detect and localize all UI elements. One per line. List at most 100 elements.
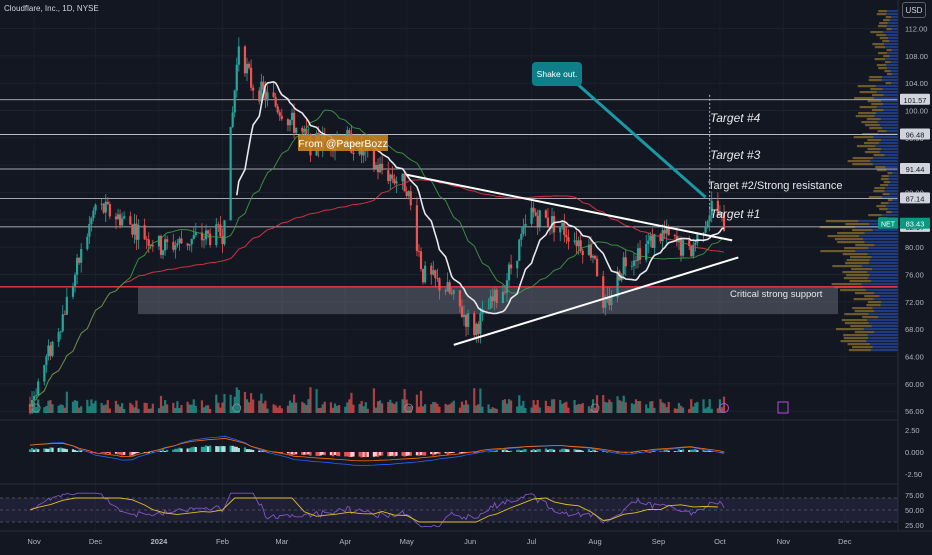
macd-histogram-bar bbox=[458, 452, 462, 454]
volume-profile-bar bbox=[888, 175, 898, 178]
volume-profile-bar bbox=[879, 142, 898, 145]
macd-histogram-bar bbox=[315, 452, 318, 456]
candle-body bbox=[348, 130, 351, 134]
macd-histogram-bar bbox=[133, 452, 136, 455]
candle-body bbox=[186, 243, 189, 246]
candle-body bbox=[286, 119, 290, 126]
volume-profile-bar bbox=[871, 256, 898, 259]
volume-bar bbox=[706, 407, 709, 413]
macd-histogram-bar bbox=[376, 452, 380, 457]
macd-histogram-bar bbox=[151, 451, 154, 453]
volume-profile-bar bbox=[870, 160, 898, 163]
candle-body bbox=[188, 244, 191, 246]
macd-histogram-bar bbox=[407, 452, 410, 456]
macd-histogram-bar bbox=[630, 452, 633, 454]
candle-body bbox=[114, 216, 118, 220]
volume-bar bbox=[145, 403, 148, 413]
volume-profile-bar bbox=[868, 337, 898, 340]
target-1-label: Target #1 bbox=[710, 207, 760, 221]
volume-bar bbox=[493, 408, 496, 413]
candle-body bbox=[694, 242, 697, 245]
volume-profile-bar bbox=[887, 22, 898, 25]
volume-profile-bar bbox=[843, 334, 868, 337]
volume-profile-bar bbox=[847, 160, 871, 163]
volume-profile-bar bbox=[867, 271, 898, 274]
macd-histogram-bar bbox=[116, 452, 120, 455]
last-price-badge bbox=[900, 217, 930, 229]
volume-bar bbox=[624, 402, 627, 413]
macd-histogram-bar bbox=[581, 450, 584, 452]
volume-bar bbox=[587, 406, 590, 413]
macd-histogram-bar bbox=[360, 452, 363, 458]
volume-bar bbox=[30, 408, 34, 413]
volume-profile-bar bbox=[872, 43, 884, 46]
macd-histogram-bar bbox=[129, 452, 132, 456]
candle-body bbox=[509, 264, 513, 269]
macd-histogram-bar bbox=[94, 452, 97, 453]
macd-histogram-bar bbox=[653, 451, 656, 452]
volume-bar bbox=[147, 408, 150, 413]
volume-profile-bar bbox=[868, 79, 882, 82]
macd-histogram-bar bbox=[47, 448, 50, 452]
candle-body bbox=[561, 222, 564, 228]
macd-histogram-bar bbox=[720, 452, 724, 453]
volume-bar bbox=[307, 399, 310, 413]
candle-body bbox=[374, 164, 378, 169]
time-tick-label: Jul bbox=[527, 537, 537, 546]
macd-histogram-bar bbox=[520, 450, 523, 452]
volume-profile-bar bbox=[878, 67, 888, 70]
volume-profile-bar bbox=[880, 178, 889, 181]
candle-body bbox=[135, 223, 138, 240]
volume-profile-bar bbox=[868, 313, 898, 316]
volume-bar bbox=[473, 388, 476, 413]
macd-tick-label: -2.50 bbox=[905, 470, 922, 479]
volume-bar bbox=[690, 399, 693, 413]
currency-button[interactable]: USD bbox=[902, 2, 926, 18]
macd-histogram-bar bbox=[438, 452, 441, 455]
candle-body bbox=[503, 291, 507, 293]
macd-histogram-bar bbox=[561, 448, 564, 452]
volume-profile-bar bbox=[885, 58, 898, 61]
candle-body bbox=[108, 204, 111, 217]
macd-histogram-bar bbox=[245, 449, 249, 452]
candle-body bbox=[151, 245, 154, 247]
candle-body bbox=[43, 365, 46, 382]
macd-histogram-bar bbox=[176, 448, 179, 452]
macd-histogram-bar bbox=[331, 452, 335, 457]
volume-bar bbox=[315, 389, 318, 413]
candle-body bbox=[645, 244, 648, 260]
price-tick-label: 76.00 bbox=[905, 271, 924, 280]
macd-histogram-bar bbox=[473, 452, 476, 453]
macd-histogram-bar bbox=[710, 451, 713, 453]
macd-histogram-bar bbox=[567, 449, 570, 452]
volume-bar bbox=[57, 405, 60, 413]
macd-histogram-bar bbox=[559, 449, 562, 452]
macd-histogram-bar bbox=[207, 446, 210, 452]
volume-bar bbox=[180, 405, 183, 413]
volume-profile-bar bbox=[880, 304, 898, 307]
volume-bar bbox=[35, 406, 38, 413]
macd-histogram-bar bbox=[49, 447, 52, 452]
candle-body bbox=[647, 240, 650, 245]
macd-histogram-bar bbox=[434, 452, 437, 455]
volume-bar bbox=[391, 402, 394, 413]
volume-bar bbox=[374, 407, 378, 413]
volume-bar bbox=[229, 394, 232, 413]
volume-bar bbox=[649, 401, 652, 413]
macd-histogram-bar bbox=[663, 450, 666, 452]
macd-histogram-bar bbox=[135, 452, 138, 454]
volume-profile-bar bbox=[867, 253, 898, 256]
volume-profile-bar bbox=[887, 208, 898, 211]
price-tick-label: 68.00 bbox=[905, 325, 924, 334]
volume-bar bbox=[348, 399, 351, 413]
candle-body bbox=[387, 170, 390, 182]
candle-body bbox=[653, 234, 656, 248]
volume-bar bbox=[121, 403, 124, 413]
earnings-marker bbox=[232, 403, 242, 413]
macd-histogram-bar bbox=[389, 452, 392, 457]
volume-profile-bar bbox=[867, 319, 898, 322]
candle-body bbox=[593, 255, 597, 259]
volume-bar bbox=[581, 403, 584, 413]
volume-profile-bar bbox=[886, 13, 898, 16]
